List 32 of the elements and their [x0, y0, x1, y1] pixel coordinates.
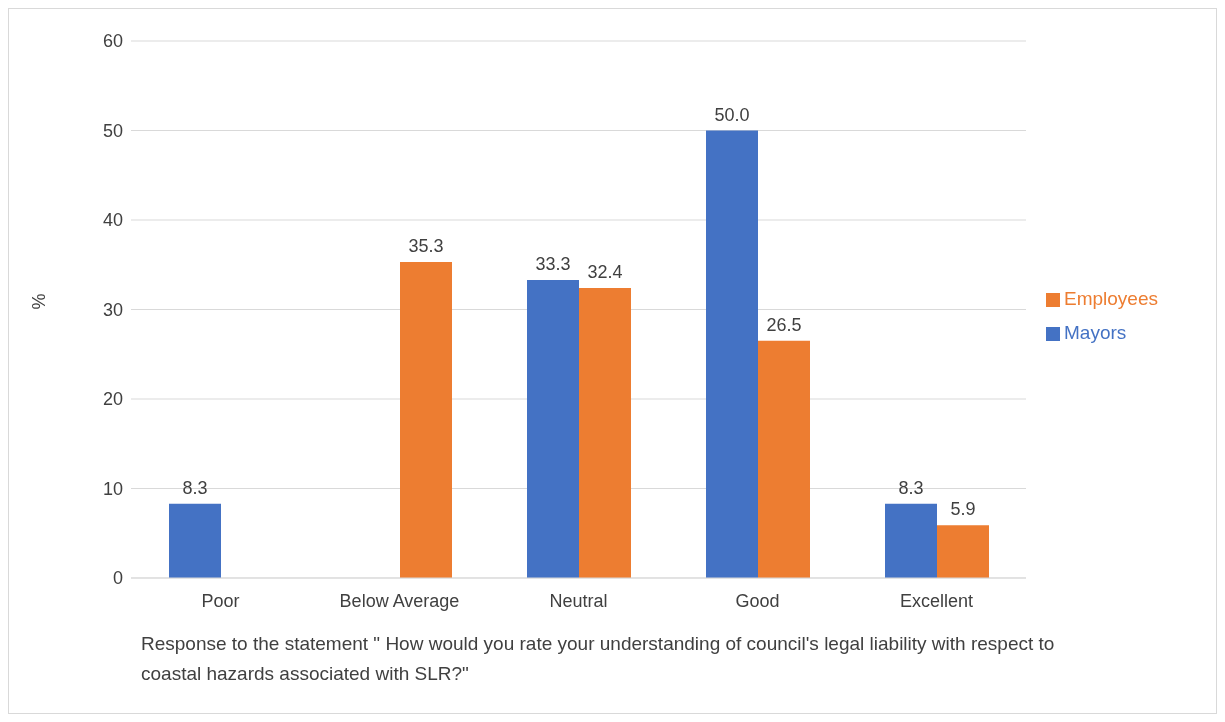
bar: [758, 340, 810, 578]
legend-label: Mayors: [1064, 322, 1127, 343]
y-tick-label: 20: [102, 389, 123, 410]
data-label: 8.3: [182, 477, 208, 498]
data-label: 35.3: [408, 236, 444, 257]
y-tick-label: 10: [102, 478, 123, 499]
data-label: 5.9: [950, 499, 976, 520]
bar: [706, 130, 758, 578]
y-tick-label: 40: [102, 210, 123, 231]
x-tick-label: Good: [735, 590, 780, 611]
bar: [527, 279, 579, 578]
data-label: 26.5: [766, 314, 802, 335]
data-label: 50.0: [714, 104, 750, 125]
x-axis-title: Response to the statement " How would you rate your understanding of council's legal liability with respect to coastal hazards associated with SLR?": [141, 632, 1056, 686]
bar: [937, 525, 989, 578]
y-tick-label: 60: [102, 31, 123, 52]
bar: [579, 288, 631, 578]
y-tick-label: 0: [112, 568, 123, 589]
bar: [400, 262, 452, 578]
bar: [169, 503, 221, 578]
data-label: 32.4: [587, 262, 623, 283]
data-label: 8.3: [898, 477, 924, 498]
y-axis-title: %: [29, 293, 50, 310]
y-tick-label: 50: [102, 120, 123, 141]
x-tick-label: Below Average: [339, 590, 460, 611]
legend-label: Employees: [1064, 288, 1158, 309]
bar: [885, 503, 937, 578]
x-tick-label: Excellent: [899, 590, 974, 611]
y-tick-label: 30: [102, 299, 123, 320]
data-label: 33.3: [535, 253, 571, 274]
x-tick-label: Neutral: [549, 590, 608, 611]
x-tick-label: Poor: [201, 590, 240, 611]
